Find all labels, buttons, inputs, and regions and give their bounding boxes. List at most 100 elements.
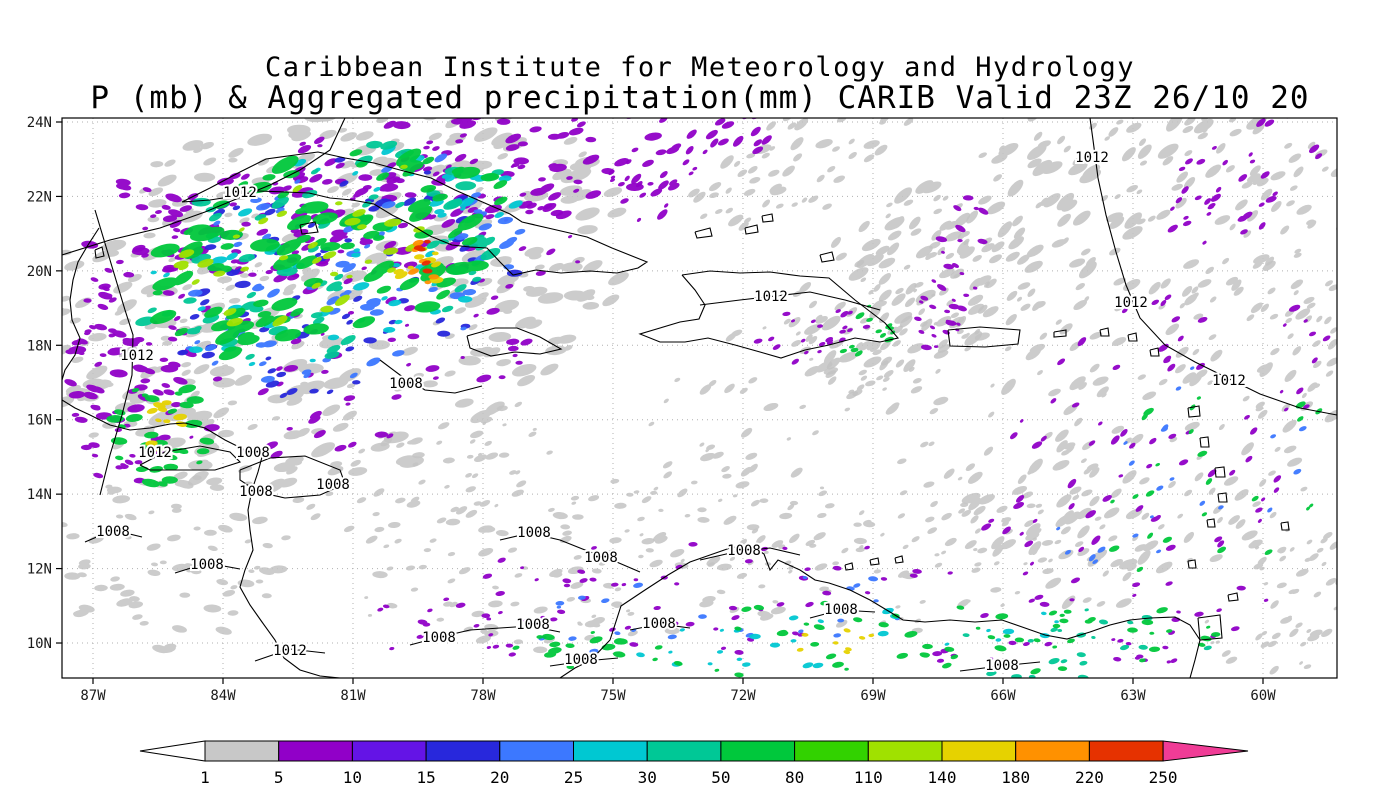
precip-speckle (345, 346, 355, 352)
precip-speckle (1210, 641, 1215, 645)
isobar-contour (379, 359, 483, 394)
precip-speckle (753, 604, 765, 611)
precip-speckle (761, 135, 772, 145)
precip-region (636, 607, 1059, 669)
precip-speckle (490, 295, 499, 300)
precip-speckle (1054, 620, 1059, 624)
precip-speckle (823, 350, 837, 365)
colorbar-label: 50 (711, 768, 730, 787)
precip-speckle (983, 446, 994, 456)
precip-speckle (432, 376, 439, 380)
isobar-contour (809, 609, 876, 619)
precip-speckle (1089, 363, 1100, 373)
precip-speckle (171, 235, 179, 239)
precip-speckle (735, 481, 750, 489)
precip-speckle (1086, 463, 1099, 471)
precip-speckle (817, 349, 822, 354)
precip-speckle (480, 629, 488, 634)
precip-speckle (215, 626, 232, 635)
precip-speckle (607, 585, 613, 589)
precip-speckle (403, 197, 417, 206)
precip-speckle (178, 249, 195, 258)
precip-speckle (276, 239, 302, 256)
precip-speckle (944, 537, 957, 547)
precip-speckle (546, 450, 553, 455)
precip-speckle (416, 634, 424, 639)
precip-speckle (171, 401, 182, 408)
precip-speckle (745, 452, 758, 460)
precip-speckle (178, 384, 197, 394)
precip-speckle (520, 338, 533, 346)
precip-speckle (941, 662, 952, 669)
precip-speckle (836, 619, 848, 628)
precip-speckle (1200, 22, 1222, 42)
precip-speckle (309, 358, 316, 363)
precip-speckle (505, 643, 514, 648)
precip-speckle (1110, 499, 1115, 504)
precip-speckle (1365, 565, 1377, 575)
precip-speckle (125, 535, 132, 540)
precip-speckle (1013, 227, 1026, 240)
precip-speckle (1089, 496, 1100, 507)
precip-speckle (1047, 80, 1056, 88)
precip-speckle (252, 516, 268, 525)
precip-speckle (173, 376, 188, 385)
precip-speckle (443, 199, 463, 210)
precip-speckle (218, 524, 233, 533)
precip-speckle (1037, 557, 1048, 563)
precip-speckle (1226, 44, 1238, 54)
precip-speckle (710, 138, 719, 148)
precip-speckle (817, 619, 824, 624)
precip-speckle (1237, 80, 1250, 91)
precip-speckle (1171, 183, 1183, 191)
precip-speckle (973, 548, 978, 552)
precip-speckle (721, 466, 730, 473)
precip-speckle (139, 620, 149, 626)
precip-speckle (835, 252, 847, 261)
precip-speckle (1052, 645, 1058, 649)
precip-speckle (956, 605, 965, 610)
precip-speckle (148, 510, 155, 515)
precip-speckle (956, 240, 969, 254)
precip-speckle (1122, 226, 1143, 240)
precip-speckle (719, 628, 724, 632)
precip-region (377, 541, 953, 657)
precip-speckle (790, 137, 804, 151)
precip-speckle (470, 430, 484, 439)
precip-speckle (838, 352, 858, 363)
precip-speckle (540, 363, 559, 376)
precip-speckle (1109, 216, 1125, 229)
precip-speckle (931, 293, 936, 297)
precip-speckle (864, 545, 870, 550)
precip-speckle (941, 250, 945, 254)
precip-speckle (787, 122, 797, 130)
lat-axis-label: 22N (27, 189, 52, 205)
precip-speckle (791, 358, 799, 365)
coastline (947, 326, 1021, 348)
precip-speckle (1324, 409, 1337, 423)
precip-speckle (1032, 345, 1042, 355)
precip-speckle (394, 271, 408, 280)
precip-speckle (841, 547, 849, 554)
precip-speckle (1085, 257, 1096, 267)
precip-speckle (935, 352, 942, 358)
precip-speckle (322, 251, 337, 260)
precip-speckle (1067, 638, 1075, 644)
precip-speckle (1056, 494, 1072, 508)
precip-speckle (853, 537, 867, 545)
precip-speckle (702, 149, 708, 155)
precip-speckle (890, 402, 900, 410)
precip-speckle (109, 348, 120, 355)
precip-speckle (1091, 535, 1101, 545)
precip-speckle (1257, 518, 1262, 523)
precip-speckle (589, 636, 603, 644)
precip-region (1204, 528, 1377, 675)
precip-speckle (201, 351, 215, 359)
precip-speckle (307, 241, 318, 249)
precip-speckle (939, 220, 952, 231)
precip-speckle (863, 140, 880, 149)
precip-speckle (1112, 337, 1127, 346)
precip-speckle (959, 272, 965, 276)
precip-speckle (1044, 641, 1053, 647)
precip-speckle (126, 414, 140, 421)
